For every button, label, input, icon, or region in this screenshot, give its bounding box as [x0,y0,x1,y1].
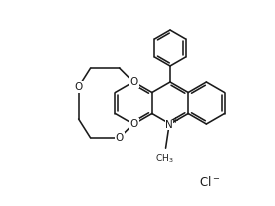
Text: O: O [75,82,83,92]
Text: Cl$^-$: Cl$^-$ [199,175,221,189]
Text: N: N [165,119,173,130]
Text: +: + [171,116,178,124]
Text: O: O [130,77,138,87]
Text: CH$_3$: CH$_3$ [155,152,174,165]
Text: O: O [130,119,138,129]
Text: O: O [116,133,124,143]
